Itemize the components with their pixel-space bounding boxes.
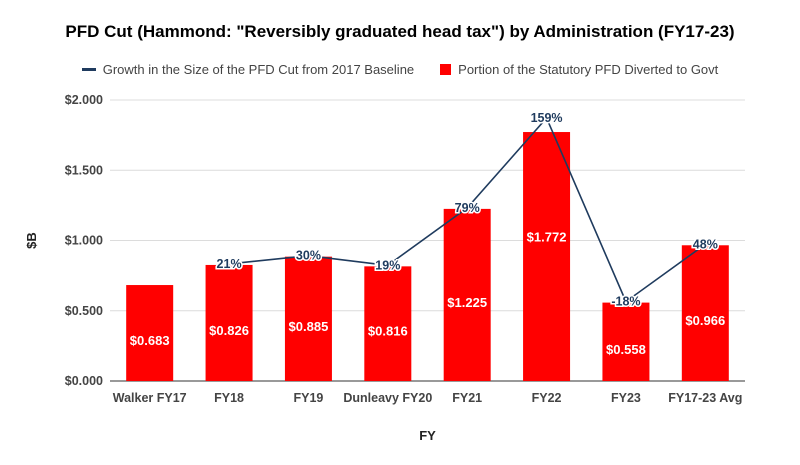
bar bbox=[523, 132, 571, 381]
x-tick-label: FY18 bbox=[214, 391, 244, 405]
bar-value-label: $1.225 bbox=[447, 295, 487, 310]
y-tick-label: $2.000 bbox=[65, 93, 103, 107]
x-tick-label: FY17-23 Avg bbox=[668, 391, 742, 405]
bar-value-label: $0.558 bbox=[606, 342, 646, 357]
bar bbox=[443, 208, 491, 381]
y-axis-title: $B bbox=[24, 232, 39, 249]
bar-value-label: $0.826 bbox=[209, 323, 249, 338]
y-tick-label: $0.500 bbox=[65, 304, 103, 318]
bar-value-label: $0.885 bbox=[289, 319, 329, 334]
legend-item-growth: Growth in the Size of the PFD Cut from 2… bbox=[81, 62, 415, 77]
bar bbox=[681, 245, 729, 381]
legend-bar-swatch bbox=[440, 64, 452, 75]
legend-line-swatch bbox=[81, 68, 96, 71]
growth-pct-label: 19% bbox=[375, 258, 400, 272]
bar-value-label: $0.683 bbox=[130, 333, 170, 348]
growth-pct-label: 48% bbox=[693, 237, 718, 251]
growth-pct-label: 21% bbox=[217, 257, 242, 271]
legend-label-diverted: Portion of the Statutory PFD Diverted to… bbox=[458, 62, 719, 77]
bar-value-label: $0.966 bbox=[685, 313, 725, 328]
bar bbox=[284, 256, 332, 381]
x-tick-label: Walker FY17 bbox=[113, 391, 187, 405]
growth-pct-label: 159% bbox=[531, 111, 563, 125]
x-tick-label: FY22 bbox=[532, 391, 562, 405]
growth-pct-label: 79% bbox=[455, 201, 480, 215]
bar bbox=[205, 264, 253, 381]
growth-pct-label: 30% bbox=[296, 249, 321, 263]
chart-title: PFD Cut (Hammond: "Reversibly graduated … bbox=[65, 22, 735, 41]
y-tick-label: $1.000 bbox=[65, 234, 103, 248]
legend-item-diverted: Portion of the Statutory PFD Diverted to… bbox=[440, 62, 718, 77]
growth-line bbox=[228, 116, 706, 303]
x-tick-label: FY19 bbox=[293, 391, 323, 405]
x-tick-label: Dunleavy FY20 bbox=[343, 391, 432, 405]
bar bbox=[126, 285, 174, 381]
bar bbox=[364, 266, 412, 381]
bar-value-label: $0.816 bbox=[368, 324, 408, 339]
legend-label-growth: Growth in the Size of the PFD Cut from 2… bbox=[102, 62, 415, 77]
x-axis-title: FY bbox=[419, 428, 436, 443]
bar-value-label: $1.772 bbox=[527, 230, 567, 245]
y-tick-label: $1.500 bbox=[65, 163, 103, 177]
bar bbox=[602, 302, 650, 381]
x-tick-label: FY21 bbox=[452, 391, 482, 405]
y-tick-label: $0.000 bbox=[65, 374, 103, 388]
legend: Growth in the Size of the PFD Cut from 2… bbox=[0, 62, 800, 77]
growth-pct-label: -18% bbox=[611, 295, 640, 309]
x-tick-label: FY23 bbox=[611, 391, 641, 405]
